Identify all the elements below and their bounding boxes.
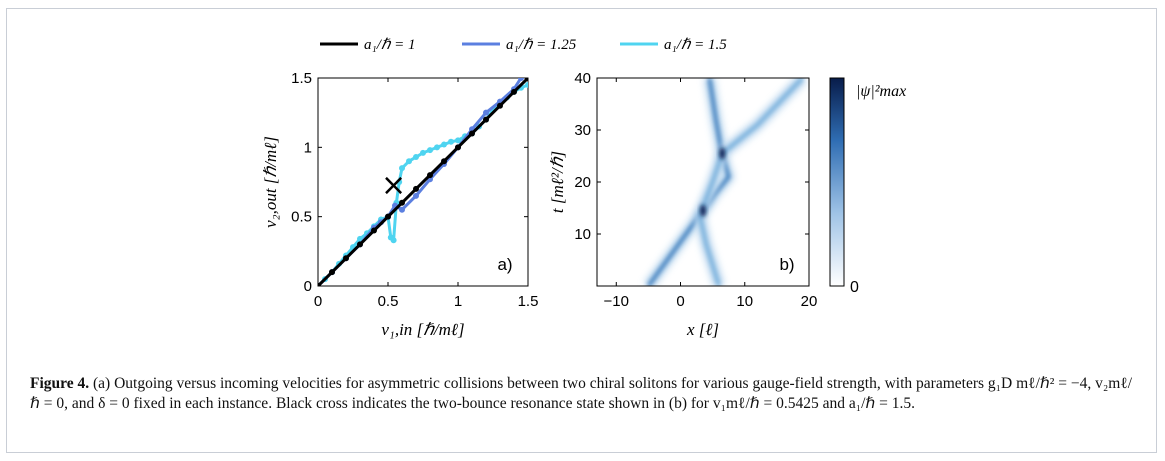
panel-a-ytick-label: 1 xyxy=(304,139,312,156)
panel-b-xlabel: x [ℓ] xyxy=(686,320,719,339)
panel-a-xtick-label: 0.5 xyxy=(378,293,399,310)
panel-a-xlabel: v₁,in [ℏ/mℓ] xyxy=(381,320,464,339)
series-point xyxy=(399,206,405,213)
panel-a-ticks: 00 0.5 0.5 1 1 1.5 1.5 xyxy=(291,70,538,310)
series-point xyxy=(469,130,475,137)
legend-label-1: a₁/ℏ = 1 xyxy=(364,37,416,53)
panel-b-xtick-label: −10 xyxy=(604,293,629,310)
panel-b-ytick-label: 30 xyxy=(574,122,591,139)
colorbar: |ψ|²max 0 xyxy=(829,77,906,296)
panel-a-tag: a) xyxy=(497,255,512,274)
panel-b-heatmap xyxy=(643,78,807,286)
series-point xyxy=(455,137,461,144)
series-point xyxy=(390,237,397,244)
series-point xyxy=(371,227,377,234)
caption-label: Figure 4. xyxy=(30,375,90,392)
series-point xyxy=(420,149,426,156)
panel-a-series xyxy=(318,78,528,286)
series-point xyxy=(318,283,321,286)
series-point xyxy=(525,81,528,88)
density-peak xyxy=(700,204,706,217)
series-point xyxy=(413,185,419,192)
series-line xyxy=(318,78,528,286)
panel-b-xtick-label: 0 xyxy=(676,293,684,310)
panel-a-ytick-label: 0.5 xyxy=(291,209,312,226)
panel-b-ticks: −10 0 10 20 10 20 30 40 xyxy=(574,70,844,310)
series-point xyxy=(455,144,461,151)
series-point xyxy=(427,147,433,154)
resonance-cross-marker: × xyxy=(381,168,406,203)
density-peak xyxy=(719,147,726,160)
panel-a-ylabel: v₂,out [ℏ/mℓ] xyxy=(261,136,280,228)
figure-frame xyxy=(6,8,1157,453)
panel-a: 00 0.5 0.5 1 1 1.5 1.5 × a) v₁,in [ℏ/mℓ] v₂,ou… xyxy=(261,70,538,339)
series-point xyxy=(343,255,349,262)
figure-caption: Figure 4. (a) Outgoing versus incoming v… xyxy=(30,374,1140,414)
panel-a-xtick-label: 0 xyxy=(314,293,322,310)
panel-b-xtick-label: 10 xyxy=(736,293,753,310)
series-point xyxy=(497,102,503,109)
series-point xyxy=(448,138,454,145)
panel-b-xtick-label: 20 xyxy=(801,293,818,310)
legend: a₁/ℏ = 1 a₁/ℏ = 1.25 a₁/ℏ = 1.5 xyxy=(320,37,727,53)
series-point xyxy=(406,158,412,165)
series-point xyxy=(357,241,363,248)
colorbar-scale xyxy=(829,77,845,287)
series-point xyxy=(396,179,403,185)
panel-a-ytick-label: 1.5 xyxy=(291,70,312,87)
series-point xyxy=(399,199,405,206)
panel-b-ylabel: t [mℓ²/ℏ] xyxy=(548,151,567,213)
series-point xyxy=(399,165,405,172)
colorbar-min: 0 xyxy=(850,279,859,296)
series-point xyxy=(441,158,447,165)
series-point xyxy=(329,269,335,276)
panel-b-ytick-label: 40 xyxy=(574,70,591,87)
soliton-trajectory xyxy=(697,78,805,286)
series-point xyxy=(483,109,489,116)
caption-text: (a) Outgoing versus incoming velocities … xyxy=(30,375,1133,412)
series-point xyxy=(413,192,419,199)
figure-4: a₁/ℏ = 1 a₁/ℏ = 1.25 a₁/ℏ = 1.5 000.50.5… xyxy=(261,37,906,339)
legend-label-2: a₁/ℏ = 1.25 xyxy=(506,37,577,53)
legend-label-3: a₁/ℏ = 1.5 xyxy=(664,37,727,53)
series-point xyxy=(413,154,419,161)
series-point xyxy=(427,172,433,179)
series-point xyxy=(518,78,524,81)
series-point xyxy=(441,141,447,148)
panel-a-ytick-label: 0 xyxy=(304,278,312,295)
panel-b-ytick-label: 20 xyxy=(574,174,591,191)
series-point xyxy=(525,78,528,81)
series-point xyxy=(434,144,440,151)
panel-a-xtick-label: 1 xyxy=(454,293,462,310)
series-point xyxy=(483,116,489,123)
series-point xyxy=(385,213,391,220)
panel-a-xtick-label: 1.5 xyxy=(518,293,539,310)
panel-b: −10 0 10 20 10 20 30 40 b) x [ℓ] t [mℓ²/ℏ] xyxy=(548,70,844,339)
colorbar-label: |ψ|²max xyxy=(856,83,906,100)
panel-b-tag: b) xyxy=(779,255,794,274)
panel-b-ytick-label: 10 xyxy=(574,226,591,243)
series-point xyxy=(511,88,517,95)
